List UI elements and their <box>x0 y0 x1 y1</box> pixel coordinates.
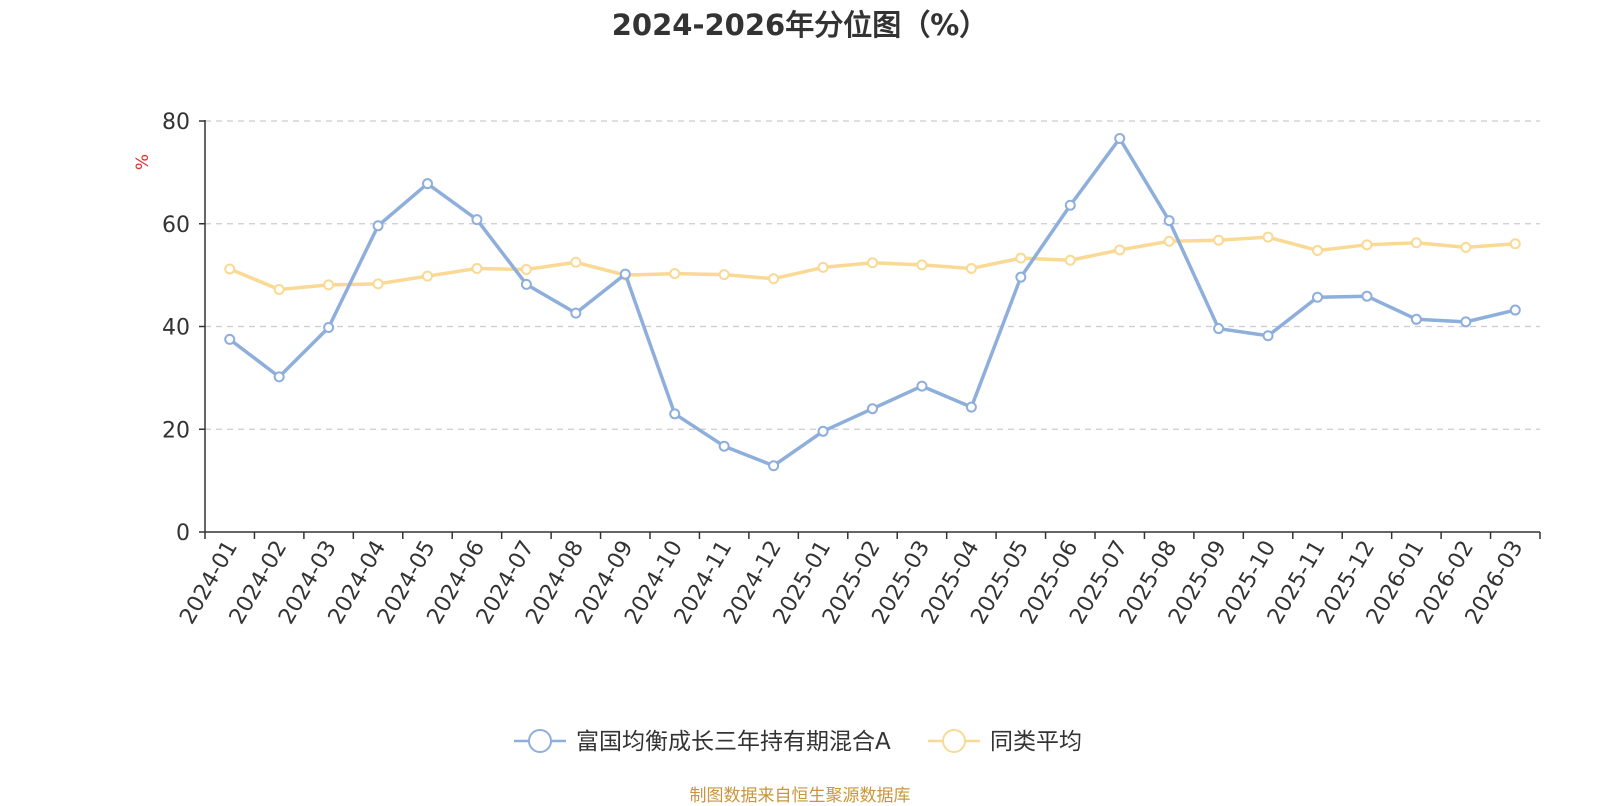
series-lines <box>224 132 1521 472</box>
source-note: 制图数据来自恒生聚源数据库 <box>689 786 911 806</box>
series-1-point <box>1312 244 1323 256</box>
legend-circle-icon <box>528 729 552 753</box>
series-1-point <box>1509 238 1521 250</box>
series-1-point <box>1015 252 1027 264</box>
grid-lines <box>205 120 1540 430</box>
series-0-point <box>867 403 878 415</box>
series-1-point <box>1460 241 1472 253</box>
series-1-point <box>570 256 582 268</box>
series-1-point <box>718 269 730 281</box>
series-1-point <box>1361 239 1373 251</box>
series-1-point <box>224 263 236 275</box>
series-0-point <box>422 178 433 190</box>
series-0-point <box>619 268 631 280</box>
series-0-point <box>1015 271 1027 283</box>
y-tick-label: 60 <box>162 213 190 238</box>
series-0-point <box>916 380 928 392</box>
series-1-point <box>1213 234 1225 246</box>
series-0-point <box>1163 215 1175 227</box>
series-0-point <box>1460 316 1472 328</box>
series-0-point <box>273 371 285 383</box>
series-0-point <box>323 322 335 334</box>
series-0-point <box>669 408 681 420</box>
series-1-point <box>817 261 829 273</box>
series-0-point <box>1410 313 1422 325</box>
series-1-point <box>1262 231 1274 243</box>
series-1-point <box>1064 254 1076 266</box>
series-1-point <box>965 262 977 274</box>
series-1-point <box>669 268 681 280</box>
series-0-point <box>1361 290 1373 302</box>
series-0-point <box>965 401 977 413</box>
series-1-point <box>372 278 384 290</box>
series-1-point <box>323 279 335 291</box>
series-1-point <box>867 257 878 269</box>
y-tick-label: 20 <box>162 418 190 443</box>
series-0-point <box>817 425 829 437</box>
series-1-point <box>1163 235 1175 247</box>
series-0-point <box>1213 323 1225 335</box>
series-0-point <box>1312 291 1323 303</box>
series-1-point <box>520 263 532 275</box>
chart-title: 2024-2026年分位图（%） <box>611 8 989 42</box>
series-1-point <box>471 262 483 274</box>
series-line-0 <box>228 136 1516 468</box>
legend-circle-icon <box>942 729 966 753</box>
axes: 020406080%2024-012024-022024-032024-0420… <box>133 110 1541 629</box>
series-0-point <box>224 333 236 345</box>
series-0-point <box>570 307 582 319</box>
series-1-point <box>1410 237 1422 249</box>
y-tick-label: 80 <box>162 110 190 135</box>
legend-label: 富国均衡成长三年持有期混合A <box>576 729 891 755</box>
y-tick-label: 0 <box>176 521 190 546</box>
series-1-point <box>916 259 928 271</box>
series-0-point <box>1509 304 1521 316</box>
series-0-point <box>520 278 532 290</box>
series-0-point <box>1114 132 1126 144</box>
series-0-point <box>471 214 483 226</box>
legend-item-0[interactable]: 富国均衡成长三年持有期混合A <box>514 729 891 755</box>
series-0-point <box>1262 330 1274 342</box>
y-axis-label: % <box>133 154 153 170</box>
series-0-point <box>372 220 384 232</box>
legend-label: 同类平均 <box>990 729 1082 755</box>
series-1-point <box>273 284 285 296</box>
series-1-point <box>1114 244 1126 256</box>
legend-item-1[interactable]: 同类平均 <box>928 729 1082 755</box>
legend[interactable]: 富国均衡成长三年持有期混合A 同类平均 <box>514 729 1082 755</box>
series-0-point <box>1064 199 1076 211</box>
series-0-point <box>768 460 780 472</box>
y-tick-label: 40 <box>162 316 190 341</box>
series-0-point <box>718 440 730 452</box>
series-1-point <box>768 273 780 285</box>
series-1-point <box>422 270 433 282</box>
